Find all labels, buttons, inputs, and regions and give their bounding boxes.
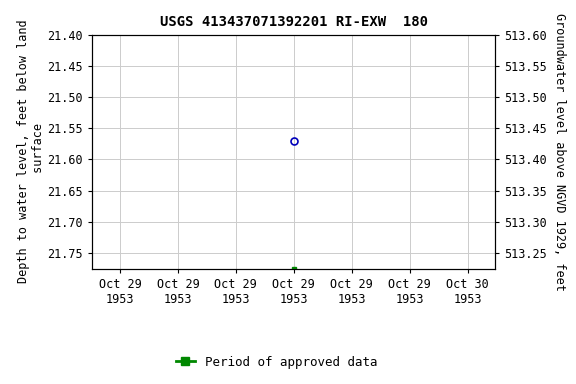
Y-axis label: Depth to water level, feet below land
 surface: Depth to water level, feet below land su… (17, 20, 45, 283)
Title: USGS 413437071392201 RI-EXW  180: USGS 413437071392201 RI-EXW 180 (160, 15, 428, 29)
Y-axis label: Groundwater level above NGVD 1929, feet: Groundwater level above NGVD 1929, feet (553, 13, 566, 291)
Legend: Period of approved data: Period of approved data (171, 351, 382, 374)
